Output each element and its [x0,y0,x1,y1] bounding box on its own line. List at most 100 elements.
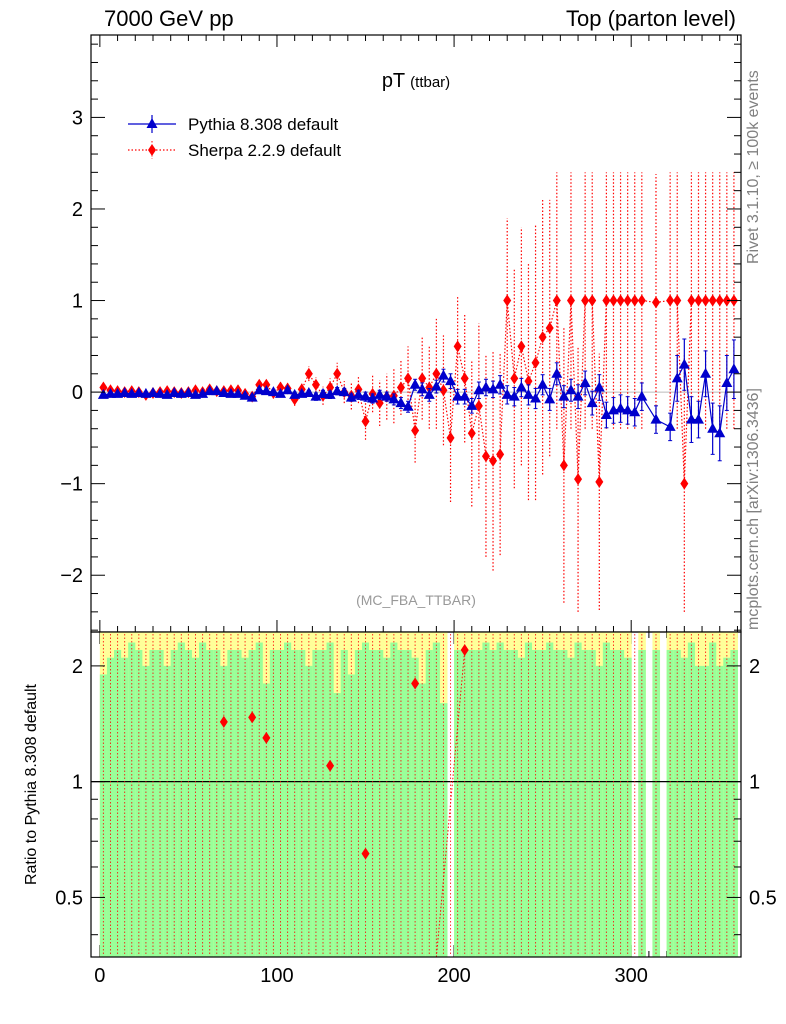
pythia-point [466,399,478,410]
pythia-point [615,402,627,413]
pythia-point [331,385,343,396]
pythia-point [437,369,449,380]
sherpa-point [262,378,271,391]
sherpa-point [496,448,505,461]
pythia-point [182,387,194,398]
pythia-point [374,388,386,399]
pythia-point [593,381,605,392]
ratio-line [435,649,466,958]
pythia-point [565,384,577,395]
sherpa-point [99,381,108,394]
ratio-point [219,715,228,728]
pythia-point [515,381,527,392]
plot-title: pT (ttbar) [382,70,450,92]
band-green [163,665,172,957]
band-green [121,657,129,957]
pythia-point [537,378,549,389]
pythia-point [721,376,733,387]
sherpa-point [304,367,313,380]
band-green [517,657,526,957]
pythia-point [282,384,294,395]
sherpa-point [680,477,689,490]
pythia-point [402,400,414,411]
pythia-point [572,390,584,401]
pythia-point [168,387,180,398]
sherpa-point [687,294,696,307]
pythia-point [147,387,159,398]
pythia-point [260,385,272,396]
y-tick-label: 2 [72,656,83,678]
legend: Pythia 8.308 default Sherpa 2.2.9 default [128,115,341,160]
pythia-point [197,387,209,398]
band-green [716,665,724,957]
pythia-point [551,367,563,378]
pythia-point [473,384,485,395]
y-ticks-ratio [91,665,741,936]
band-green [220,665,228,957]
sherpa-point [460,372,469,385]
ratio-point [262,731,271,744]
band-green [723,657,731,957]
ratio-point [326,759,335,772]
band-green [694,665,703,957]
ratio-frame [90,631,742,958]
pythia-point [579,376,591,387]
pythia-point [360,390,372,401]
pythia-point [211,385,223,396]
legend-label: Sherpa 2.2.9 default [188,141,341,160]
sherpa-point [439,384,448,397]
plot-title-sub: (ttbar) [410,74,450,91]
beam-label: 7000 GeV pp [104,6,234,31]
pythia-point [352,388,364,399]
series-pythia [97,338,740,462]
sherpa-point [276,381,285,394]
y-tick-label: 1 [72,291,83,313]
band-green [702,665,710,957]
sherpa-point [545,322,554,335]
sherpa-point [574,473,583,486]
pythia-point [678,358,690,369]
ratio-y-axis-label: Ratio to Pythia 8.308 default [23,683,40,885]
y-tick-label-right: 0.5 [749,887,777,909]
sherpa-point [326,381,335,394]
pythia-point [636,390,648,401]
sherpa-point [637,294,646,307]
process-label: Top (parton level) [566,6,736,31]
pythia-point [133,387,145,398]
band-green [241,657,250,957]
ratio-sherpa-series [102,634,735,958]
pythia-point [218,387,230,398]
sherpa-point [453,340,462,353]
sherpa-point [361,415,370,428]
sherpa-point [609,294,618,307]
sherpa-point [708,294,717,307]
x-tick-label: 0 [94,965,105,987]
pythia-point [558,390,570,401]
pythia-point [728,363,740,374]
pythia-point [303,387,315,398]
pythia-point [685,413,697,424]
band-green [680,657,689,957]
band-green [411,657,420,957]
sherpa-point [630,294,639,307]
pythia-point [225,387,237,398]
band-green [191,657,200,957]
pythia-point [395,397,407,408]
pythia-point [600,408,612,419]
y-tick-label: −1 [60,474,83,496]
pythia-point [154,387,166,398]
sherpa-point [517,340,526,353]
pythia-point [317,387,329,398]
sherpa-point [623,294,632,307]
pythia-point [388,393,400,404]
sherpa-line [103,299,734,484]
sherpa-point [651,296,660,309]
sherpa-point [418,372,427,385]
pythia-point [508,390,520,401]
sherpa-point [404,372,413,385]
legend-marker [148,144,156,156]
pythia-point [445,375,457,386]
sherpa-point [524,375,533,388]
ratio-point [460,643,469,656]
x-tick-label: 300 [615,965,648,987]
